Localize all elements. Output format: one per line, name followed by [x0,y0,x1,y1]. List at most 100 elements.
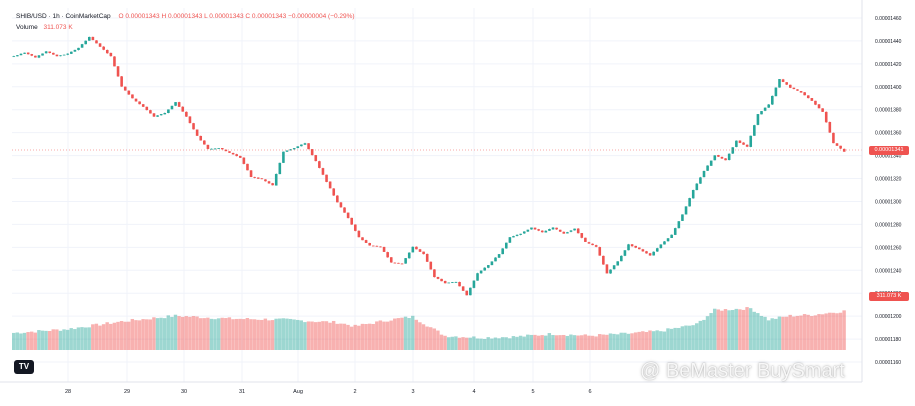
volume-bar [198,318,203,350]
candle-body [177,102,181,107]
candle-body [738,140,742,143]
candle-body [522,231,526,234]
candle-body [152,113,156,117]
candle-body [544,230,548,233]
volume-bar [432,328,437,350]
candle-body [645,251,648,254]
volume-bar [303,322,307,350]
candle-body [256,177,260,179]
volume-bar [396,318,401,350]
candle-body [799,91,803,93]
volume-tag: 311.073 K [869,292,909,301]
candle-body [386,252,389,258]
candle-body [368,242,371,246]
candle-body [231,152,235,155]
volume-bar [619,332,623,350]
x-tick-label: 31 [239,389,245,395]
volume-bar [360,323,365,350]
candle-body [605,264,609,274]
candle-body [767,104,771,108]
volume-bar [299,320,304,350]
candle-body [436,276,440,279]
candle-body [429,261,433,270]
candle-body [271,183,274,186]
symbol-title[interactable]: SHIB/USD · 1h · CoinMarketCap [16,13,111,20]
candle-body [314,155,318,162]
volume-bar [137,320,142,350]
volume-bar [730,310,735,350]
candle-body [145,106,149,111]
candle-body [102,46,105,50]
candle-body [706,165,709,171]
candle-body [346,212,350,219]
volume-bar [820,314,825,350]
candle-body [663,241,666,245]
tradingview-logo[interactable]: TV [14,360,34,374]
volume-bar [562,334,566,350]
volume-bar [828,312,832,350]
volume-bar [443,335,447,350]
volume-bar [385,321,390,350]
candle-body [584,237,587,242]
candle-body [562,231,566,234]
volume-bar [454,336,458,350]
candle-body [134,98,138,102]
volume-bar [231,319,235,350]
price-axis[interactable]: 0.00001460 0.00001440 0.00001420 0.00001400… [861,0,902,382]
volume-bar [184,316,188,350]
candle-body [321,168,325,175]
volume-bar [216,318,221,350]
candle-body [242,157,246,164]
time-axis[interactable]: 28 29 30 31 Aug 2 3 4 5 6 [0,381,862,395]
candle-body [425,253,429,262]
candle-body [123,86,127,91]
volume-label[interactable]: Volume [16,24,38,31]
candle-body [753,125,756,136]
candle-body [393,262,397,264]
candle-body [742,142,745,145]
candle-body [149,110,152,114]
volume-bar [191,316,196,350]
candle-body [691,189,695,199]
candle-body [612,265,616,270]
volume-bar [806,314,810,350]
volume-bar [170,316,174,350]
candle-body [80,44,84,48]
candle-body [673,228,677,235]
volume-bar [551,335,555,350]
candle-body [91,36,95,41]
candle-body [300,144,303,147]
candle-body [26,52,30,55]
candle-body [127,90,131,95]
volume-bar [666,328,670,350]
volume-bar [748,308,753,350]
volume-bar [641,331,645,350]
candle-body [479,270,483,274]
volume-bar [536,335,541,350]
volume-bar [127,321,131,350]
volume-bar [159,317,163,350]
volume-bar [446,337,451,350]
volume-bar [91,324,95,350]
candle-body [788,84,792,88]
legend-symbol-row: SHIB/USD · 1h · CoinMarketCap O 0.000013… [16,13,355,20]
volume-bar [80,327,84,350]
volume-bar [29,331,34,350]
candle-body [684,206,688,215]
candle-body [400,263,404,265]
volume-bar [838,312,843,350]
x-tick-label: Aug [293,389,303,395]
volume-bar [439,334,444,350]
volume-bar [788,314,792,350]
volume-bar [245,318,250,350]
candle-body [217,148,220,149]
volume-bar [565,335,570,350]
candle-body [454,282,458,283]
volume-bar [741,309,746,350]
candle-body [638,247,641,250]
candle-body [469,287,472,296]
candle-body [699,177,702,184]
candle-body [285,150,289,152]
